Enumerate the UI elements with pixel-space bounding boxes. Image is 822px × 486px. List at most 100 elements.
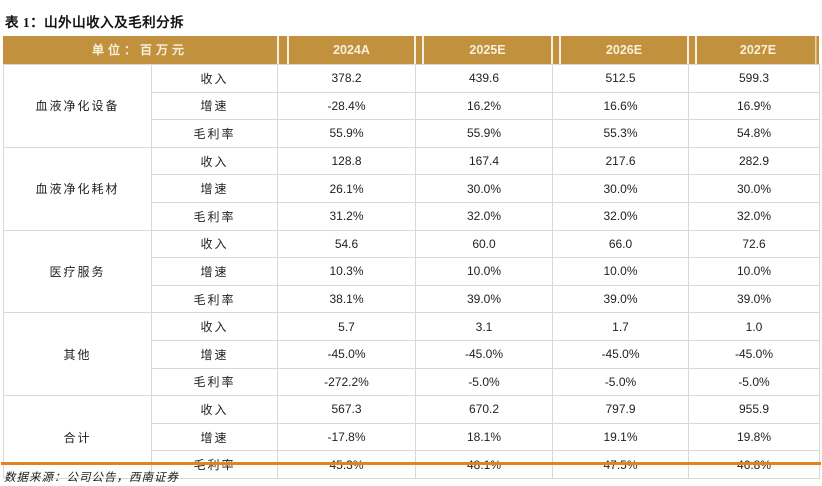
table-row: 增速 -28.4% 16.2% 16.6% 16.9% <box>4 91 820 121</box>
category-cell: 血液净化耗材 <box>3 146 152 231</box>
value-cell: 45.3% <box>277 450 416 479</box>
table-row: 毛利率 55.9% 55.9% 55.3% 54.8% <box>4 119 820 148</box>
value-cell: 60.0 <box>415 229 553 259</box>
category-cell: 其他 <box>3 312 152 397</box>
value-cell: 3.1 <box>415 312 553 341</box>
category-cell: 医疗服务 <box>3 229 152 314</box>
data-source-note: 数据来源：公司公告，西南证券 <box>4 472 179 484</box>
value-cell: -17.8% <box>277 422 416 452</box>
table-row: 其他 收入 5.7 3.1 1.7 1.0 <box>3 312 820 397</box>
metric-label-cell: 收入 <box>151 146 278 176</box>
value-cell: 26.1% <box>277 174 416 203</box>
table-row: 毛利率 31.2% 32.0% 32.0% 32.0% <box>4 201 820 231</box>
value-cell: 72.6 <box>688 229 820 259</box>
value-cell: -45.0% <box>688 339 820 369</box>
metric-label-cell: 毛利率 <box>151 201 278 231</box>
metric-label-cell: 增速 <box>151 339 278 369</box>
table-row: 合计 收入 567.3 670.2 797.9 955.9 <box>3 395 820 479</box>
value-cell: 378.2 <box>277 64 416 93</box>
value-cell: -5.0% <box>552 367 689 397</box>
value-cell: 39.0% <box>552 284 689 314</box>
metric-label-cell: 收入 <box>151 64 278 93</box>
value-cell: 167.4 <box>415 146 553 176</box>
value-cell: 32.0% <box>415 201 553 231</box>
value-cell: 32.0% <box>688 201 820 231</box>
value-cell: -45.0% <box>277 339 416 369</box>
value-cell: 32.0% <box>552 201 689 231</box>
table-row: 毛利率 38.1% 39.0% 39.0% 39.0% <box>4 284 820 314</box>
metric-label-cell: 增速 <box>151 257 278 286</box>
value-cell: 48.1% <box>415 450 553 479</box>
value-cell: -5.0% <box>415 367 553 397</box>
value-cell: -5.0% <box>688 367 820 397</box>
value-cell: 46.8% <box>688 450 820 479</box>
value-cell: 10.3% <box>277 257 416 286</box>
value-cell: 55.9% <box>277 119 416 148</box>
value-cell: 10.0% <box>688 257 820 286</box>
value-cell: 1.0 <box>688 312 820 341</box>
value-cell: 39.0% <box>415 284 553 314</box>
revenue-margin-table: 血液净化设备 收入 378.2 439.6 512.5 599.3 增速 -28.4% 16.2… <box>3 64 820 479</box>
value-cell: 31.2% <box>277 201 416 231</box>
table-row: 增速 -17.8% 18.1% 19.1% 19.8% <box>4 422 820 452</box>
metric-label-cell: 收入 <box>151 395 278 424</box>
value-cell: 16.2% <box>415 91 553 121</box>
table-row: 医疗服务 收入 54.6 60.0 66.0 72.6 <box>3 229 820 314</box>
value-cell: 512.5 <box>552 64 689 93</box>
value-cell: 217.6 <box>552 146 689 176</box>
metric-label-cell: 收入 <box>151 229 278 259</box>
value-cell: 1.7 <box>552 312 689 341</box>
year-column-header-2026e: 2026E <box>605 43 643 57</box>
value-cell: 128.8 <box>277 146 416 176</box>
metric-label-cell: 毛利率 <box>151 367 278 397</box>
value-cell: 567.3 <box>277 395 416 424</box>
table-row: 增速 26.1% 30.0% 30.0% 30.0% <box>4 174 820 203</box>
value-cell: 19.1% <box>552 422 689 452</box>
metric-label-cell: 增速 <box>151 422 278 452</box>
value-cell: 19.8% <box>688 422 820 452</box>
value-cell: -272.2% <box>277 367 416 397</box>
value-cell: 599.3 <box>688 64 820 93</box>
value-cell: 55.9% <box>415 119 553 148</box>
year-column-header-2025e: 2025E <box>469 43 506 57</box>
value-cell: 797.9 <box>552 395 689 424</box>
value-cell: -45.0% <box>552 339 689 369</box>
value-cell: 10.0% <box>552 257 689 286</box>
table-row: 血液净化耗材 收入 128.8 167.4 217.6 282.9 <box>3 146 820 231</box>
value-cell: 18.1% <box>415 422 553 452</box>
year-column-header-2024a: 2024A <box>333 43 370 57</box>
value-cell: -45.0% <box>415 339 553 369</box>
unit-header-cell: 单位：百万元 <box>91 43 188 57</box>
metric-label-cell: 毛利率 <box>151 450 278 479</box>
category-cell: 合计 <box>3 395 152 479</box>
table-title: 表 1：山外山收入及毛利分拆 <box>5 15 185 30</box>
value-cell: 16.6% <box>552 91 689 121</box>
metric-label-cell: 毛利率 <box>151 119 278 148</box>
table-bottom-rule <box>1 462 821 465</box>
value-cell: 55.3% <box>552 119 689 148</box>
table-row: 增速 10.3% 10.0% 10.0% 10.0% <box>4 257 820 286</box>
metric-label-cell: 毛利率 <box>151 284 278 314</box>
value-cell: 955.9 <box>688 395 820 424</box>
value-cell: 10.0% <box>415 257 553 286</box>
value-cell: 38.1% <box>277 284 416 314</box>
value-cell: -28.4% <box>277 91 416 121</box>
value-cell: 30.0% <box>688 174 820 203</box>
value-cell: 282.9 <box>688 146 820 176</box>
value-cell: 54.6 <box>277 229 416 259</box>
value-cell: 16.9% <box>688 91 820 121</box>
value-cell: 47.5% <box>552 450 689 479</box>
table-row: 血液净化设备 收入 378.2 439.6 512.5 599.3 <box>3 64 820 148</box>
value-cell: 39.0% <box>688 284 820 314</box>
metric-label-cell: 增速 <box>151 91 278 121</box>
category-cell: 血液净化设备 <box>3 64 152 148</box>
value-cell: 54.8% <box>688 119 820 148</box>
value-cell: 30.0% <box>552 174 689 203</box>
metric-label-cell: 增速 <box>151 174 278 203</box>
value-cell: 30.0% <box>415 174 553 203</box>
value-cell: 5.7 <box>277 312 416 341</box>
table-header-row: 单位：百万元 2024A 2025E 2026E 2027E <box>3 36 819 64</box>
value-cell: 670.2 <box>415 395 553 424</box>
year-column-header-2027e: 2027E <box>739 43 777 57</box>
